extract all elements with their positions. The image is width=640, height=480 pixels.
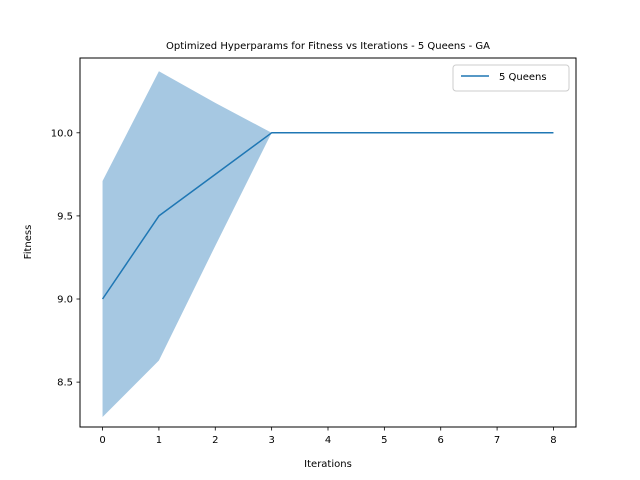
y-tick-label: 10.0 xyxy=(51,128,73,139)
plot-area xyxy=(101,71,554,418)
legend-label-5-queens: 5 Queens xyxy=(499,72,547,83)
x-tick-label: 8 xyxy=(550,435,556,446)
x-tick-label: 3 xyxy=(268,435,274,446)
x-tick-label: 1 xyxy=(156,435,162,446)
x-tick-label: 7 xyxy=(494,435,500,446)
x-axis-ticks: 0 1 2 3 4 5 6 7 8 xyxy=(99,427,557,446)
y-tick-label: 8.5 xyxy=(57,378,73,389)
x-tick-label: 0 xyxy=(99,435,105,446)
x-axis-title: Iterations xyxy=(304,459,352,470)
series-band-0 xyxy=(102,71,554,418)
x-tick-label: 6 xyxy=(438,435,444,446)
chart-title: Optimized Hyperparams for Fitness vs Ite… xyxy=(166,41,490,52)
y-axis-title: Fitness xyxy=(23,225,34,260)
x-tick-label: 2 xyxy=(212,435,218,446)
legend: 5 Queens xyxy=(452,64,570,92)
legend-box xyxy=(452,64,570,92)
x-tick-label: 4 xyxy=(325,435,331,446)
x-tick-label: 5 xyxy=(381,435,387,446)
y-tick-label: 9.5 xyxy=(57,211,73,222)
y-tick-label: 9.0 xyxy=(57,295,73,306)
y-axis-ticks: 8.5 9.0 9.5 10.0 xyxy=(51,128,80,389)
